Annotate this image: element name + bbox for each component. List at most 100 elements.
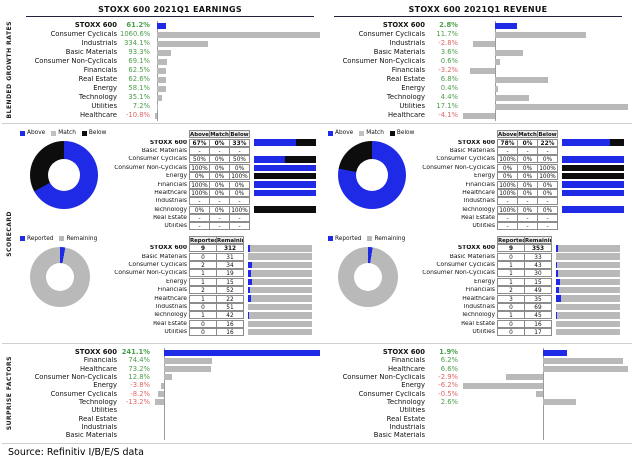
table-row: Industrials 0 69 — [420, 303, 628, 311]
table-row: Basic Materials - - - — [420, 146, 628, 155]
value-cell: 78% — [497, 138, 518, 147]
legend-swatch-icon — [81, 130, 87, 136]
chart-row: Technology -13.2% — [20, 397, 320, 408]
value-cell: 2 — [189, 286, 217, 295]
bar-segment — [556, 270, 559, 277]
value-bar — [156, 31, 320, 38]
value-cell: 16 — [216, 319, 244, 328]
bar-segment — [557, 312, 620, 319]
value-bar — [494, 22, 517, 29]
value-cell: 0% — [517, 163, 538, 172]
bar-segment — [562, 172, 625, 180]
chart-row: Utilities — [328, 405, 628, 416]
bar-segment — [249, 312, 312, 319]
table-row: STOXX 600 78% 0% 22% — [420, 138, 628, 147]
row-label: Technology — [78, 94, 117, 101]
value-bar — [163, 374, 172, 381]
table-row: Healthcare 100% 0% 0% — [420, 188, 628, 197]
bar-area — [155, 364, 320, 375]
bar-area — [155, 20, 320, 31]
row-label: Consumer Non-Cyclicals — [114, 270, 187, 277]
row-label: Industrials — [155, 198, 187, 205]
beats-donut-chart — [338, 141, 406, 209]
value-bar — [155, 399, 164, 406]
value-cell: 0 — [497, 252, 525, 261]
stacked-bar — [562, 172, 625, 180]
bar-area — [463, 83, 628, 94]
value-bar — [542, 366, 628, 373]
stacked-bar — [248, 312, 312, 319]
axis-line — [542, 422, 544, 433]
bar-area — [155, 65, 320, 76]
row-value: 93.3% — [128, 48, 150, 57]
value-bar — [542, 357, 623, 364]
bar-area — [250, 164, 320, 171]
chart-row: Consumer Cyclicals -8.2% — [20, 389, 320, 399]
bar-area — [463, 380, 628, 391]
scorecard-left: Reported Remaining — [20, 235, 112, 337]
bar-area — [244, 328, 320, 336]
bar-area — [463, 355, 628, 366]
row-label: Utilities — [91, 103, 117, 110]
beats-donut-chart — [30, 141, 98, 209]
row-value: 1060.6% — [120, 30, 151, 39]
bar-segment — [248, 312, 250, 319]
bar-area — [155, 74, 320, 85]
axis-line — [163, 422, 165, 433]
bar-area — [250, 181, 320, 188]
row-label: Consumer Non-Cyclicals — [422, 164, 495, 171]
value-cell: 9 — [497, 244, 525, 253]
row-label: Utilities — [91, 407, 117, 414]
bar-segment — [558, 270, 620, 277]
legend-swatch-icon — [389, 130, 395, 136]
row-label: Financials — [465, 181, 495, 188]
row-label: Consumer Cyclicals — [50, 31, 117, 38]
value-cell: 0% — [517, 155, 538, 164]
value-bar — [156, 103, 158, 110]
bar-segment — [248, 278, 252, 286]
chart-row: Financials 62.5% — [20, 65, 320, 76]
value-cell: 43 — [524, 261, 552, 270]
row-value: -2.9% — [438, 373, 458, 382]
bar-segment — [248, 261, 252, 269]
row-label: Energy — [93, 85, 117, 92]
bar-area — [463, 47, 628, 58]
value-cell: - — [497, 197, 518, 206]
bar-area — [155, 83, 320, 94]
bar-area — [552, 253, 628, 260]
row-label: Consumer Cyclicals — [128, 156, 187, 163]
reported-donut-chart — [338, 246, 398, 307]
row-label: Financials — [391, 67, 425, 74]
row-label: Healthcare — [79, 112, 117, 119]
column-header: Below — [229, 130, 250, 139]
row-label: Energy — [473, 173, 495, 180]
bar-area — [250, 206, 320, 213]
row-label: Consumer Non-Cyclicals — [422, 270, 495, 277]
legend: Reported Remaining — [328, 236, 420, 242]
table-row: Financials 100% 0% 0% — [420, 180, 628, 189]
chart-row: Technology 35.1% — [20, 92, 320, 103]
chart-row: Basic Materials 93.3% — [20, 47, 320, 58]
row-label: Basic Materials — [449, 253, 495, 260]
value-cell: 16 — [524, 319, 552, 328]
bar-area — [155, 38, 320, 49]
value-cell: - — [209, 197, 230, 206]
row-label: Financials — [83, 357, 117, 365]
bar-segment — [248, 244, 250, 253]
row-label: Financials — [391, 357, 425, 365]
bar-area — [463, 29, 628, 40]
bar-area — [558, 172, 628, 180]
stacked-bar — [248, 261, 312, 269]
bar-area — [552, 328, 628, 336]
bar-area — [463, 372, 628, 383]
bar-area — [155, 380, 320, 391]
bar-area — [463, 56, 628, 67]
stacked-bar — [562, 206, 625, 213]
bar-area — [558, 156, 628, 163]
bar-area — [558, 189, 628, 197]
stacked-bar — [556, 253, 620, 260]
earnings-scorecard-panel: Above Match Below Above Match Below STOXX 600 6… — [16, 127, 324, 340]
row-label: Utilities — [472, 223, 495, 230]
scorecard-table: Above Match Below STOXX 600 78% 0% 22% Basic Ma… — [420, 129, 628, 231]
earnings-growth-panel: STOXX 600 61.2% Consumer Cyclicals 1060.6% I… — [16, 20, 324, 121]
